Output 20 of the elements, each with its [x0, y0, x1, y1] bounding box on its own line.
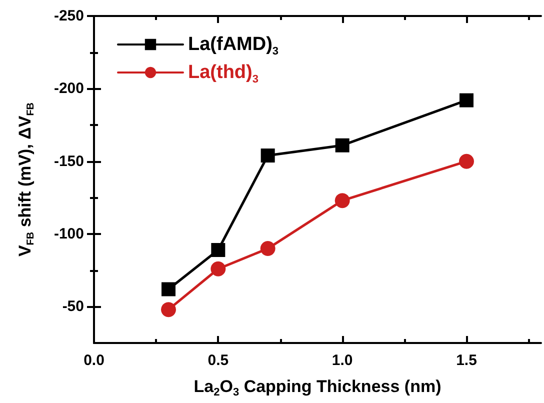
- x-tick-label: 1.5: [456, 352, 477, 369]
- x-tick-label: 1.0: [332, 352, 353, 369]
- y-tick-label: -250: [54, 8, 84, 24]
- x-tick-label: 0.5: [208, 352, 229, 369]
- y-tick-label: -100: [54, 226, 84, 242]
- point: [460, 93, 474, 108]
- x-tick-label: 0.0: [84, 352, 104, 369]
- point: [335, 138, 350, 152]
- point: [211, 242, 226, 257]
- point: [334, 193, 350, 208]
- y-axis-title: VFB shift (mV), ΔVFB: [16, 102, 36, 257]
- y-tick-label: -200: [54, 80, 84, 98]
- y-tick-label: -50: [62, 298, 84, 316]
- point: [260, 241, 276, 256]
- point: [459, 154, 474, 169]
- y-tick-label: -150: [54, 152, 84, 170]
- point: [260, 148, 275, 163]
- point: [161, 302, 176, 318]
- point: [210, 261, 226, 276]
- point: [162, 282, 176, 296]
